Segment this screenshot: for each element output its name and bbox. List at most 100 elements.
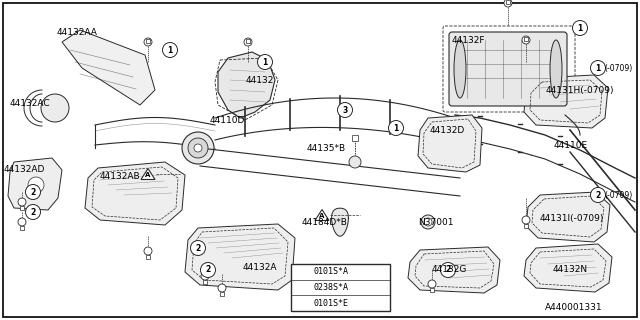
Polygon shape <box>218 52 275 118</box>
Bar <box>506 0 510 4</box>
Text: 44131I(-0709): 44131I(-0709) <box>540 213 604 222</box>
Text: 44132D: 44132D <box>430 125 465 134</box>
FancyBboxPatch shape <box>449 32 567 106</box>
Text: A: A <box>145 172 150 178</box>
Circle shape <box>18 198 26 206</box>
Text: 2: 2 <box>195 244 200 252</box>
Text: 44110E: 44110E <box>554 140 588 149</box>
Ellipse shape <box>550 40 562 98</box>
Circle shape <box>28 177 44 193</box>
Circle shape <box>218 284 226 292</box>
Polygon shape <box>185 224 295 290</box>
Circle shape <box>201 272 209 280</box>
Text: 44132AD: 44132AD <box>4 164 45 173</box>
Polygon shape <box>524 244 612 292</box>
Bar <box>524 223 528 228</box>
Circle shape <box>26 185 40 199</box>
Text: 0101S*A: 0101S*A <box>313 267 348 276</box>
Text: 1: 1 <box>300 267 306 276</box>
Circle shape <box>428 280 436 288</box>
Polygon shape <box>418 115 482 172</box>
Text: 44132: 44132 <box>246 76 275 84</box>
Text: 44132N: 44132N <box>553 266 588 275</box>
Circle shape <box>182 132 214 164</box>
Circle shape <box>191 241 205 255</box>
Text: 2: 2 <box>30 188 36 196</box>
Circle shape <box>504 0 512 7</box>
Text: 44132F: 44132F <box>452 36 486 44</box>
Text: (-0709): (-0709) <box>604 190 632 199</box>
Circle shape <box>18 218 26 226</box>
Bar <box>291 264 390 311</box>
Circle shape <box>257 54 273 69</box>
Circle shape <box>591 60 605 76</box>
Text: 3: 3 <box>300 299 306 308</box>
Text: 44110D: 44110D <box>210 116 245 124</box>
Text: 1: 1 <box>168 45 173 54</box>
Circle shape <box>194 144 202 152</box>
Text: 44135*B: 44135*B <box>307 143 346 153</box>
Text: 44132G: 44132G <box>432 266 467 275</box>
Bar <box>220 292 224 295</box>
Bar <box>20 226 24 229</box>
Circle shape <box>440 262 456 277</box>
Circle shape <box>297 266 309 278</box>
Polygon shape <box>408 247 500 293</box>
Ellipse shape <box>454 40 466 98</box>
Circle shape <box>388 121 403 135</box>
Polygon shape <box>524 75 608 128</box>
Circle shape <box>522 216 530 224</box>
Text: (-0709): (-0709) <box>604 63 632 73</box>
Text: 1: 1 <box>262 58 268 67</box>
Circle shape <box>200 262 216 277</box>
Circle shape <box>337 102 353 117</box>
Polygon shape <box>141 169 155 180</box>
Text: 44132AC: 44132AC <box>10 99 51 108</box>
Text: 44132AA: 44132AA <box>57 28 98 36</box>
Bar <box>20 205 24 210</box>
Text: 1: 1 <box>577 23 582 33</box>
Circle shape <box>424 218 432 226</box>
Circle shape <box>421 215 435 229</box>
Text: 2: 2 <box>30 207 36 217</box>
Circle shape <box>163 43 177 58</box>
Text: 2: 2 <box>445 266 451 275</box>
Text: 1: 1 <box>595 63 600 73</box>
Text: N37001: N37001 <box>418 218 454 227</box>
Circle shape <box>188 138 208 158</box>
Circle shape <box>244 38 252 46</box>
Text: A: A <box>319 213 324 219</box>
Text: 2: 2 <box>205 266 211 275</box>
Bar <box>246 38 250 43</box>
Text: 0101S*E: 0101S*E <box>313 299 348 308</box>
Circle shape <box>522 36 530 44</box>
Circle shape <box>297 297 309 309</box>
Circle shape <box>297 282 309 293</box>
Text: 44131H(-0709): 44131H(-0709) <box>546 85 614 94</box>
Circle shape <box>144 38 152 46</box>
Text: 1: 1 <box>394 124 399 132</box>
Circle shape <box>349 156 361 168</box>
Text: 3: 3 <box>342 106 348 115</box>
Circle shape <box>144 247 152 255</box>
Bar <box>146 254 150 259</box>
Text: 2: 2 <box>595 190 600 199</box>
Text: 44184D*B: 44184D*B <box>302 218 348 227</box>
Polygon shape <box>8 158 62 210</box>
Polygon shape <box>85 162 185 225</box>
Polygon shape <box>526 192 610 242</box>
Bar <box>430 287 434 292</box>
Circle shape <box>41 94 69 122</box>
Circle shape <box>573 20 588 36</box>
Bar <box>352 135 358 141</box>
Circle shape <box>591 188 605 203</box>
Text: 2: 2 <box>300 283 306 292</box>
Polygon shape <box>332 208 348 236</box>
Bar <box>203 279 207 284</box>
Bar <box>524 36 528 41</box>
Text: 0238S*A: 0238S*A <box>313 283 348 292</box>
Text: 44132AB: 44132AB <box>100 172 141 180</box>
Bar <box>146 38 150 43</box>
Text: 44132A: 44132A <box>243 263 278 273</box>
Polygon shape <box>315 210 329 220</box>
